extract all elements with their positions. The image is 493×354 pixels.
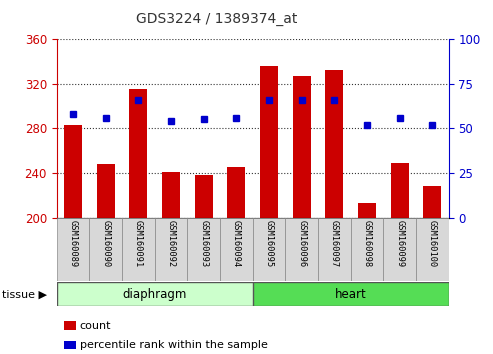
Bar	[416, 218, 449, 281]
Bar	[390, 163, 409, 218]
Text: GSM160093: GSM160093	[199, 220, 208, 268]
Bar	[383, 218, 416, 281]
Bar	[358, 203, 376, 218]
Bar	[351, 218, 383, 281]
Bar	[57, 218, 89, 281]
Text: GSM160096: GSM160096	[297, 220, 306, 268]
Bar	[195, 175, 212, 218]
Text: GSM160100: GSM160100	[428, 220, 437, 268]
Bar	[220, 218, 252, 281]
Bar	[318, 218, 351, 281]
Text: tissue ▶: tissue ▶	[2, 290, 47, 299]
Bar	[423, 187, 441, 218]
Text: GSM160090: GSM160090	[101, 220, 110, 268]
Text: GSM160092: GSM160092	[167, 220, 176, 268]
Text: percentile rank within the sample: percentile rank within the sample	[80, 340, 268, 350]
Bar	[325, 70, 343, 218]
Text: GSM160098: GSM160098	[362, 220, 372, 268]
Text: GSM160099: GSM160099	[395, 220, 404, 268]
Text: GSM160094: GSM160094	[232, 220, 241, 268]
Bar	[293, 76, 311, 218]
Bar	[57, 282, 252, 306]
Bar	[89, 218, 122, 281]
Bar	[285, 218, 318, 281]
Bar	[252, 282, 449, 306]
Text: GSM160091: GSM160091	[134, 220, 143, 268]
Bar	[227, 167, 246, 218]
Text: count: count	[80, 321, 111, 331]
Text: GSM160089: GSM160089	[69, 220, 77, 268]
Bar	[129, 89, 147, 218]
Bar	[64, 125, 82, 218]
Bar	[122, 218, 155, 281]
Text: GSM160095: GSM160095	[264, 220, 274, 268]
Text: GSM160097: GSM160097	[330, 220, 339, 268]
Bar	[187, 218, 220, 281]
Bar	[155, 218, 187, 281]
Bar	[162, 172, 180, 218]
Text: diaphragm: diaphragm	[122, 288, 187, 301]
Bar	[97, 164, 115, 218]
Text: heart: heart	[335, 288, 366, 301]
Text: GDS3224 / 1389374_at: GDS3224 / 1389374_at	[136, 12, 298, 27]
Bar	[252, 218, 285, 281]
Bar	[260, 66, 278, 218]
